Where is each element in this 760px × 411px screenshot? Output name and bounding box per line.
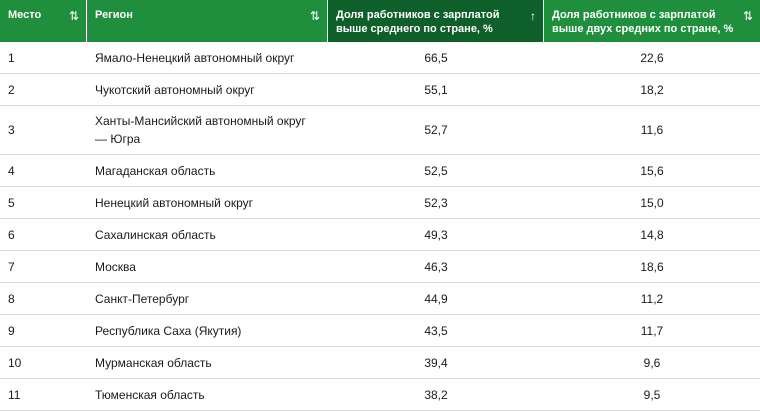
table-row: 10 Мурманская область 39,4 9,6: [0, 347, 760, 379]
column-header-label: Регион: [95, 9, 133, 21]
table-row: 6 Сахалинская область 49,3 14,8: [0, 219, 760, 251]
sort-icon[interactable]: ⇅: [742, 9, 753, 23]
cell-above-two-average: 18,2: [640, 82, 664, 97]
sort-icon[interactable]: ⇅: [68, 9, 79, 23]
cell-rank: 2: [8, 82, 15, 97]
cell-above-two-average: 11,7: [640, 323, 664, 338]
cell-region: Республика Саха (Якутия): [95, 323, 242, 338]
cell-region: Магаданская область: [95, 163, 216, 178]
table-row: 3 Ханты-Мансийский автономный округ — Юг…: [0, 106, 760, 155]
column-header-label: Место: [8, 9, 42, 21]
cell-above-average: 52,5: [424, 163, 448, 178]
column-header-label: Доля работников с зарплатой выше двух ср…: [552, 9, 734, 35]
sort-ascending-icon[interactable]: ↑: [530, 9, 536, 23]
cell-rank: 8: [8, 291, 15, 306]
table-row: 9 Республика Саха (Якутия) 43,5 11,7: [0, 315, 760, 347]
cell-above-two-average: 9,6: [643, 355, 661, 370]
cell-above-average: 52,7: [424, 123, 448, 137]
cell-above-average: 44,9: [424, 291, 448, 306]
cell-region: Ямало-Ненецкий автономный округ: [95, 50, 295, 65]
cell-rank: 1: [8, 50, 15, 65]
cell-region: Санкт-Петербург: [95, 291, 190, 306]
cell-region: Тюменская область: [95, 387, 205, 402]
table-row: 4 Магаданская область 52,5 15,6: [0, 155, 760, 187]
table-header: Место ⇅ Регион ⇅ Доля работников с зарпл…: [0, 0, 760, 42]
cell-rank: 5: [8, 195, 15, 210]
column-header-above-two-average[interactable]: Доля работников с зарплатой выше двух ср…: [544, 0, 760, 42]
cell-above-two-average: 9,5: [643, 387, 661, 402]
table-row: 11 Тюменская область 38,2 9,5: [0, 379, 760, 411]
cell-region: Чукотский автономный округ: [95, 82, 255, 97]
sort-icon[interactable]: ⇅: [309, 9, 320, 23]
cell-above-average: 43,5: [424, 323, 448, 338]
table-row: 1 Ямало-Ненецкий автономный округ 66,5 2…: [0, 42, 760, 74]
cell-above-two-average: 18,6: [640, 259, 664, 274]
cell-above-average: 55,1: [424, 82, 448, 97]
cell-above-average: 46,3: [424, 259, 448, 274]
column-header-region[interactable]: Регион ⇅: [87, 0, 328, 42]
cell-above-average: 49,3: [424, 227, 448, 242]
cell-above-average: 52,3: [424, 195, 448, 210]
column-header-above-average[interactable]: Доля работников с зарплатой выше среднег…: [328, 0, 544, 42]
cell-region: Сахалинская область: [95, 227, 216, 242]
cell-above-average: 39,4: [424, 355, 448, 370]
cell-above-two-average: 11,2: [640, 291, 664, 306]
cell-above-two-average: 15,0: [640, 195, 664, 210]
cell-above-average: 38,2: [424, 387, 448, 402]
table-row: 2 Чукотский автономный округ 55,1 18,2: [0, 74, 760, 106]
cell-rank: 4: [8, 163, 15, 178]
column-header-label: Доля работников с зарплатой выше среднег…: [336, 9, 500, 35]
cell-above-average: 66,5: [424, 50, 448, 65]
cell-above-two-average: 14,8: [640, 227, 664, 242]
cell-rank: 6: [8, 227, 15, 242]
cell-rank: 11: [8, 387, 21, 402]
cell-region: Ханты-Мансийский автономный округ — Югра: [95, 114, 306, 146]
cell-region: Ненецкий автономный округ: [95, 195, 254, 210]
cell-region: Мурманская область: [95, 355, 212, 370]
cell-rank: 7: [8, 259, 15, 274]
cell-above-two-average: 11,6: [640, 123, 664, 137]
cell-rank: 9: [8, 323, 15, 338]
table-row: 7 Москва 46,3 18,6: [0, 251, 760, 283]
cell-region: Москва: [95, 259, 136, 274]
column-header-rank[interactable]: Место ⇅: [0, 0, 87, 42]
cell-above-two-average: 15,6: [640, 163, 664, 178]
table-row: 5 Ненецкий автономный округ 52,3 15,0: [0, 187, 760, 219]
cell-above-two-average: 22,6: [640, 50, 664, 65]
table-row: 8 Санкт-Петербург 44,9 11,2: [0, 283, 760, 315]
cell-rank: 10: [8, 355, 22, 370]
cell-rank: 3: [8, 123, 15, 137]
